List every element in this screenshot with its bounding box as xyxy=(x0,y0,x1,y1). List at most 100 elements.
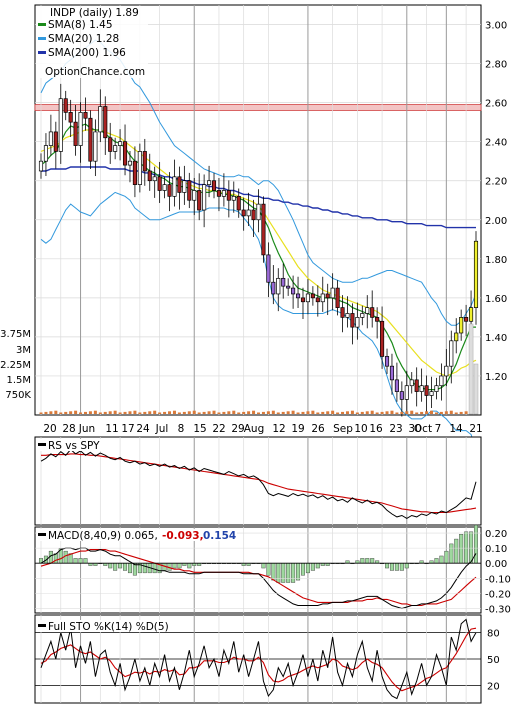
price-tick-label: 2.00 xyxy=(485,216,507,227)
candle-body xyxy=(63,98,68,113)
volume-bar xyxy=(79,412,83,414)
x-tick-label: Jul xyxy=(155,423,169,435)
volume-bar xyxy=(197,412,201,414)
volume-y-ticks: 3.75M 3M 2.25M 1.5M 750K xyxy=(0,329,31,401)
macd-title: MACD(8,40,9) xyxy=(48,530,121,542)
price-tick-label: 1.60 xyxy=(485,294,507,305)
candle-body xyxy=(350,313,355,328)
watermark: OptionChance.com xyxy=(45,66,145,78)
candle-body xyxy=(459,317,464,334)
volume-bar xyxy=(276,412,280,414)
candle-body xyxy=(53,131,58,152)
price-tick-label: 1.20 xyxy=(485,372,507,383)
legend-swatch-sma200 xyxy=(38,51,46,54)
volume-bar xyxy=(321,411,325,414)
macd-hist-bar xyxy=(454,538,459,564)
x-tick-label: 11 xyxy=(105,423,118,435)
volume-bar xyxy=(69,411,73,414)
candle-body xyxy=(473,240,479,308)
volume-tick-label: 1.5M xyxy=(6,375,31,386)
macd-hist-bar xyxy=(127,563,132,574)
candle-body xyxy=(404,385,409,400)
volume-bar xyxy=(217,412,221,414)
macd-hist-bar xyxy=(459,534,464,564)
candle-body xyxy=(122,141,128,166)
volume-bar xyxy=(336,412,340,414)
candle-body xyxy=(380,320,385,357)
legend-sma20: SMA(20) 1.28 xyxy=(48,33,119,45)
macd-hist-bar xyxy=(444,550,449,564)
x-tick-label: 29 xyxy=(231,423,244,435)
candle-body xyxy=(300,297,306,303)
volume-bar xyxy=(449,410,453,414)
volume-bar xyxy=(286,411,290,414)
candle-body xyxy=(73,121,78,146)
candle-body xyxy=(172,176,177,197)
rs-label: RS vs SPY xyxy=(48,440,100,452)
macd-hist-bar xyxy=(464,531,469,564)
volume-bar xyxy=(301,411,305,414)
volume-bar xyxy=(192,410,196,414)
price-tick-label: 1.80 xyxy=(485,255,507,266)
candle-body xyxy=(162,184,167,191)
x-tick-label: Jun xyxy=(78,423,95,435)
macd-hist-bar xyxy=(177,563,182,569)
volume-bar xyxy=(118,412,122,414)
macd-hist-bar xyxy=(142,563,147,574)
x-tick-label: 7 xyxy=(435,423,442,435)
macd-hist-bar xyxy=(310,563,315,571)
macd-hist-bar xyxy=(385,563,390,569)
volume-bar xyxy=(350,410,354,414)
candle-body xyxy=(108,137,113,152)
macd-tick-label: 0.20 xyxy=(485,529,507,540)
macd-hist-bar xyxy=(370,558,375,564)
volume-bar xyxy=(187,411,191,414)
volume-bar xyxy=(370,410,374,414)
x-tick-label: 23 xyxy=(389,423,402,435)
candle-body xyxy=(464,317,469,322)
legend-sma200: SMA(200) 1.96 xyxy=(48,47,126,59)
macd-legend-swatch xyxy=(38,533,46,536)
macd-hist-bar xyxy=(469,531,474,564)
candle-body xyxy=(414,379,419,392)
x-tick-label: 16 xyxy=(369,423,383,435)
sto-legend-swatch xyxy=(38,624,46,627)
resistance-band xyxy=(34,104,482,111)
x-tick-label: 21 xyxy=(469,423,482,435)
legend-swatch-sma8 xyxy=(38,23,46,26)
macd-hist-bar xyxy=(296,563,301,581)
volume-bar xyxy=(103,411,107,414)
macd-hist-bar xyxy=(305,563,310,574)
volume-bar xyxy=(158,412,162,414)
sto-tick-label: 50 xyxy=(487,655,500,666)
macd-hist-bar xyxy=(276,563,281,583)
candle-body xyxy=(118,141,123,146)
macd-label-bg xyxy=(37,529,237,541)
volume-bar xyxy=(410,410,414,414)
sto-d-line xyxy=(40,627,477,692)
macd-hist-bar xyxy=(281,563,286,583)
macd-hist-bar xyxy=(266,563,271,576)
x-tick-label: 20 xyxy=(43,423,56,435)
volume-bar xyxy=(172,410,176,414)
candle-body xyxy=(315,297,320,303)
candle-body xyxy=(469,307,474,322)
sto-label: Full STO %K(14) %D(5) xyxy=(48,621,169,633)
volume-bar xyxy=(311,410,315,414)
volume-bar xyxy=(341,411,345,414)
volume-spike-bar xyxy=(473,363,479,415)
candle-body xyxy=(251,209,256,221)
volume-bar xyxy=(177,412,181,414)
volume-bar xyxy=(281,411,285,414)
volume-bar xyxy=(385,411,389,414)
candle-body xyxy=(197,190,202,211)
volume-bar xyxy=(168,411,172,414)
price-tick-label: 1.40 xyxy=(485,333,507,344)
candle-body xyxy=(384,356,390,367)
legend-swatch-sma20 xyxy=(38,37,46,40)
volume-bar xyxy=(59,412,63,414)
x-tick-label: 12 xyxy=(272,423,285,435)
macd-hist-bar xyxy=(63,550,68,564)
sto-label-bg xyxy=(37,620,163,632)
sto-lines xyxy=(40,618,477,700)
